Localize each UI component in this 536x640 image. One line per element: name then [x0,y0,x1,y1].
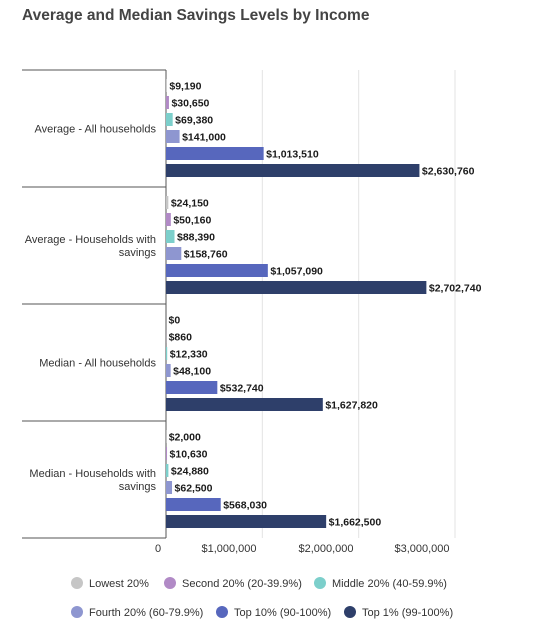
legend-label-3: Fourth 20% (60-79.9%) [89,607,203,619]
value-label-3-0: $2,000 [169,432,201,444]
value-label-3-1: $10,630 [170,449,208,461]
bar-2-4 [166,381,218,394]
value-label-0-3: $141,000 [182,132,226,144]
bar-1-4 [166,264,268,277]
value-label-0-4: $1,013,510 [266,149,319,161]
category-label-1-0: Average - Households with [25,234,156,246]
value-label-0-0: $9,190 [169,81,201,93]
bar-0-4 [166,147,264,160]
bar-1-1 [166,213,171,226]
category-label-0-0: Average - All households [35,124,157,136]
bar-0-5 [166,164,420,177]
value-label-0-1: $30,650 [171,98,209,110]
category-label-3-1: savings [119,481,157,493]
bar-0-0 [166,79,167,92]
value-label-0-2: $69,380 [175,115,213,127]
value-label-1-1: $50,160 [173,215,211,227]
bar-1-3 [166,247,182,260]
bar-0-2 [166,113,173,126]
x-tick-label-1: $1,000,000 [201,543,256,555]
value-label-3-5: $1,662,500 [329,517,382,529]
legend-label-0: Lowest 20% [89,578,149,590]
x-tick-label-0: 0 [155,543,161,555]
bar-3-5 [166,515,327,528]
x-tick-label-2: $2,000,000 [298,543,353,555]
value-label-1-4: $1,057,090 [270,266,323,278]
legend-marker-2 [314,577,326,589]
value-label-2-3: $48,100 [173,366,211,378]
value-label-1-5: $2,702,740 [429,283,482,295]
bar-1-2 [166,230,175,243]
legend-marker-5 [344,606,356,618]
legend-label-5: Top 1% (99-100%) [362,607,453,619]
chart-title: Average and Median Savings Levels by Inc… [22,7,370,24]
bar-3-3 [166,481,173,494]
value-label-0-5: $2,630,760 [422,166,475,178]
legend-label-2: Middle 20% (40-59.9%) [332,578,447,590]
value-label-3-2: $24,880 [171,466,209,478]
value-label-3-3: $62,500 [175,483,213,495]
bar-1-0 [166,196,169,209]
bar-0-3 [166,130,180,143]
legend-marker-3 [71,606,83,618]
bar-2-5 [166,398,323,411]
value-label-2-2: $12,330 [170,349,208,361]
legend-marker-4 [216,606,228,618]
value-label-2-1: $860 [169,332,193,344]
value-label-1-3: $158,760 [184,249,228,261]
value-label-1-0: $24,150 [171,198,209,210]
bar-1-5 [166,281,427,294]
value-label-2-0: $0 [169,315,181,327]
category-label-2-0: Median - All households [39,358,156,370]
category-label-1-1: savings [119,247,157,259]
bar-2-3 [166,364,171,377]
category-label-3-0: Median - Households with [29,468,156,480]
bar-3-4 [166,498,221,511]
legend-marker-0 [71,577,83,589]
bar-2-2 [166,347,168,360]
legend-label-1: Second 20% (20-39.9%) [182,578,302,590]
legend-label-4: Top 10% (90-100%) [234,607,331,619]
bar-0-1 [166,96,169,109]
bar-3-2 [166,464,169,477]
value-label-2-5: $1,627,820 [325,400,378,412]
value-label-1-2: $88,390 [177,232,215,244]
value-label-2-4: $532,740 [220,383,264,395]
value-label-3-4: $568,030 [223,500,267,512]
bar-3-1 [166,447,168,460]
legend-marker-1 [164,577,176,589]
x-tick-label-3: $3,000,000 [394,543,449,555]
